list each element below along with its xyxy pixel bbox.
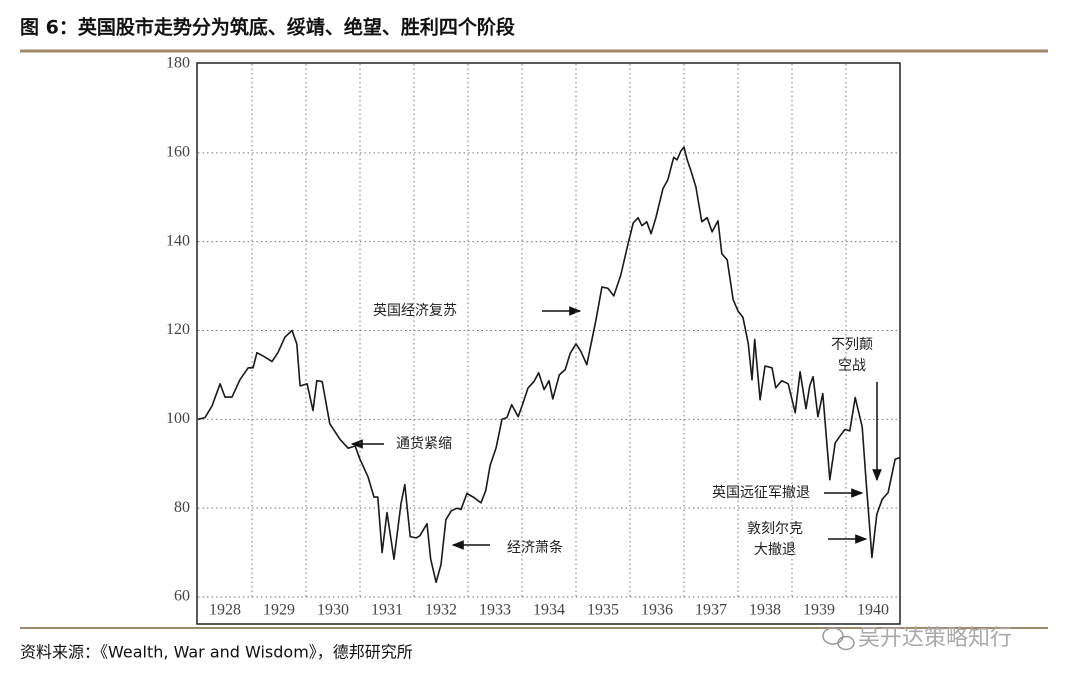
- x-tick-label: 1929: [263, 602, 295, 619]
- x-tick-label: 1935: [587, 602, 619, 619]
- x-tick-label: 1934: [533, 602, 565, 619]
- arrows: [350, 306, 882, 550]
- x-tick-label: 1937: [695, 602, 727, 619]
- source: 资料来源：《Wealth, War and Wisdom》，德邦研究所: [20, 643, 413, 662]
- annotation: 英国经济复苏: [373, 302, 457, 319]
- annotation: 空战: [838, 358, 866, 374]
- watermark: 吴开达策略知行: [858, 626, 1012, 651]
- y-tick-label: 60: [174, 588, 190, 605]
- x-tick-label: 1930: [317, 602, 349, 619]
- annotation: 经济萧条: [507, 539, 563, 556]
- watermark-icon: [822, 627, 855, 651]
- y-tick-label: 180: [166, 55, 190, 72]
- y-tick-label: 140: [166, 232, 190, 249]
- x-tick-label: 1936: [641, 602, 673, 619]
- y-tick-label: 160: [166, 144, 190, 161]
- y-tick-label: 100: [166, 410, 190, 427]
- plot-frame: [196, 62, 901, 625]
- annotation: 大撤退: [754, 542, 796, 558]
- x-tick-label: 1931: [371, 602, 403, 619]
- x-tick-label: 1939: [803, 602, 835, 619]
- chart-title: 图 6：英国股市走势分为筑底、绥靖、绝望、胜利四个阶段: [20, 16, 516, 39]
- x-tick-label: 1940: [857, 602, 889, 619]
- annotation: 通货紧缩: [396, 435, 452, 452]
- line: [197, 146, 901, 584]
- annotation: 不列颠: [831, 337, 873, 353]
- x-tick-label: 1938: [749, 602, 781, 619]
- x-tick-label: 1933: [479, 602, 511, 619]
- annotation: 英国远征军撤退: [712, 484, 810, 501]
- x-tick-label: 1928: [209, 602, 241, 619]
- y-tick-label: 120: [166, 321, 190, 338]
- y-tick-label: 80: [174, 499, 190, 516]
- x-tick-label: 1932: [425, 602, 457, 619]
- annotation: 敦刻尔克: [747, 521, 803, 537]
